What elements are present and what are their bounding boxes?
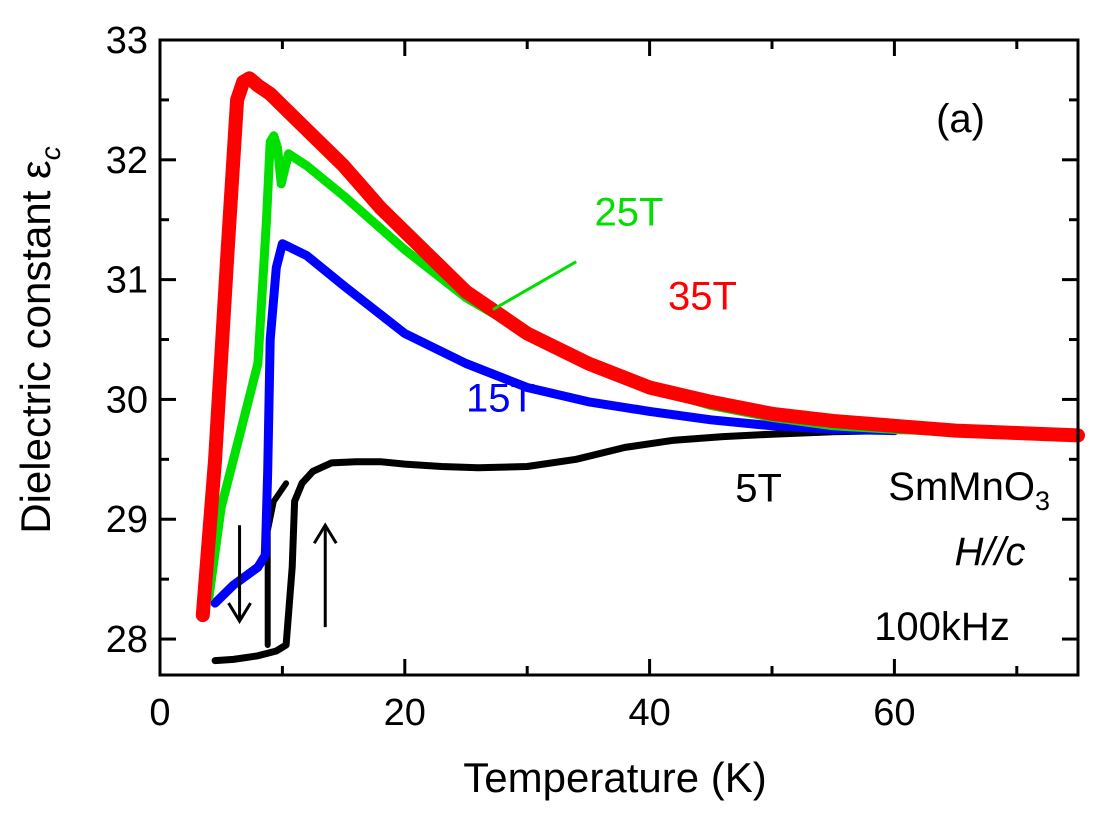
series-line-0	[211, 427, 960, 665]
series-label: 15T	[466, 376, 535, 420]
sample-formula-main: SmMnO	[888, 465, 1035, 509]
x-tick-label: 40	[628, 692, 670, 734]
y-axis-title: Dielectric constant εc	[12, 146, 66, 534]
series-line-4	[195, 71, 1085, 623]
y-axis-title-main: Dielectric constant ε	[12, 160, 59, 534]
plot-frame	[158, 38, 1080, 677]
y-tick-label: 31	[106, 260, 148, 302]
arrow-head	[312, 522, 338, 545]
series-label: 35T	[668, 275, 737, 319]
y-tick-label: 28	[106, 619, 148, 661]
ticks-layer: 28 29 30 31 32 33 0 20 40 60	[106, 20, 1078, 734]
x-tick-label: 20	[384, 692, 426, 734]
series-label: 5T	[735, 466, 782, 510]
y-tick-label: 30	[106, 379, 148, 421]
arrow-head	[227, 602, 252, 624]
sample-formula-subscript: 3	[1035, 486, 1050, 516]
sample-formula: SmMnO3	[888, 465, 1050, 516]
frequency-label: 100kHz	[874, 605, 1010, 649]
series-layer	[195, 71, 1085, 665]
x-tick-label: 60	[873, 692, 915, 734]
series-line-2	[210, 239, 899, 608]
field-direction-label: H//c	[954, 530, 1025, 574]
x-axis-title: Temperature (K)	[463, 754, 766, 801]
series-label: 25T	[595, 191, 664, 235]
y-tick-label: 32	[106, 140, 148, 182]
y-axis-title-subscript: c	[35, 146, 66, 160]
series-leader-line	[492, 260, 577, 311]
y-tick-label: 33	[106, 20, 148, 62]
panel-label: (a)	[936, 97, 985, 141]
x-tick-label: 0	[149, 692, 170, 734]
y-tick-label: 29	[106, 499, 148, 541]
